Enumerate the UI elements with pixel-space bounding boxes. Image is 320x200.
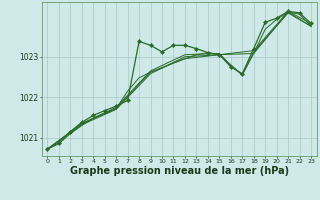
- X-axis label: Graphe pression niveau de la mer (hPa): Graphe pression niveau de la mer (hPa): [70, 166, 289, 176]
